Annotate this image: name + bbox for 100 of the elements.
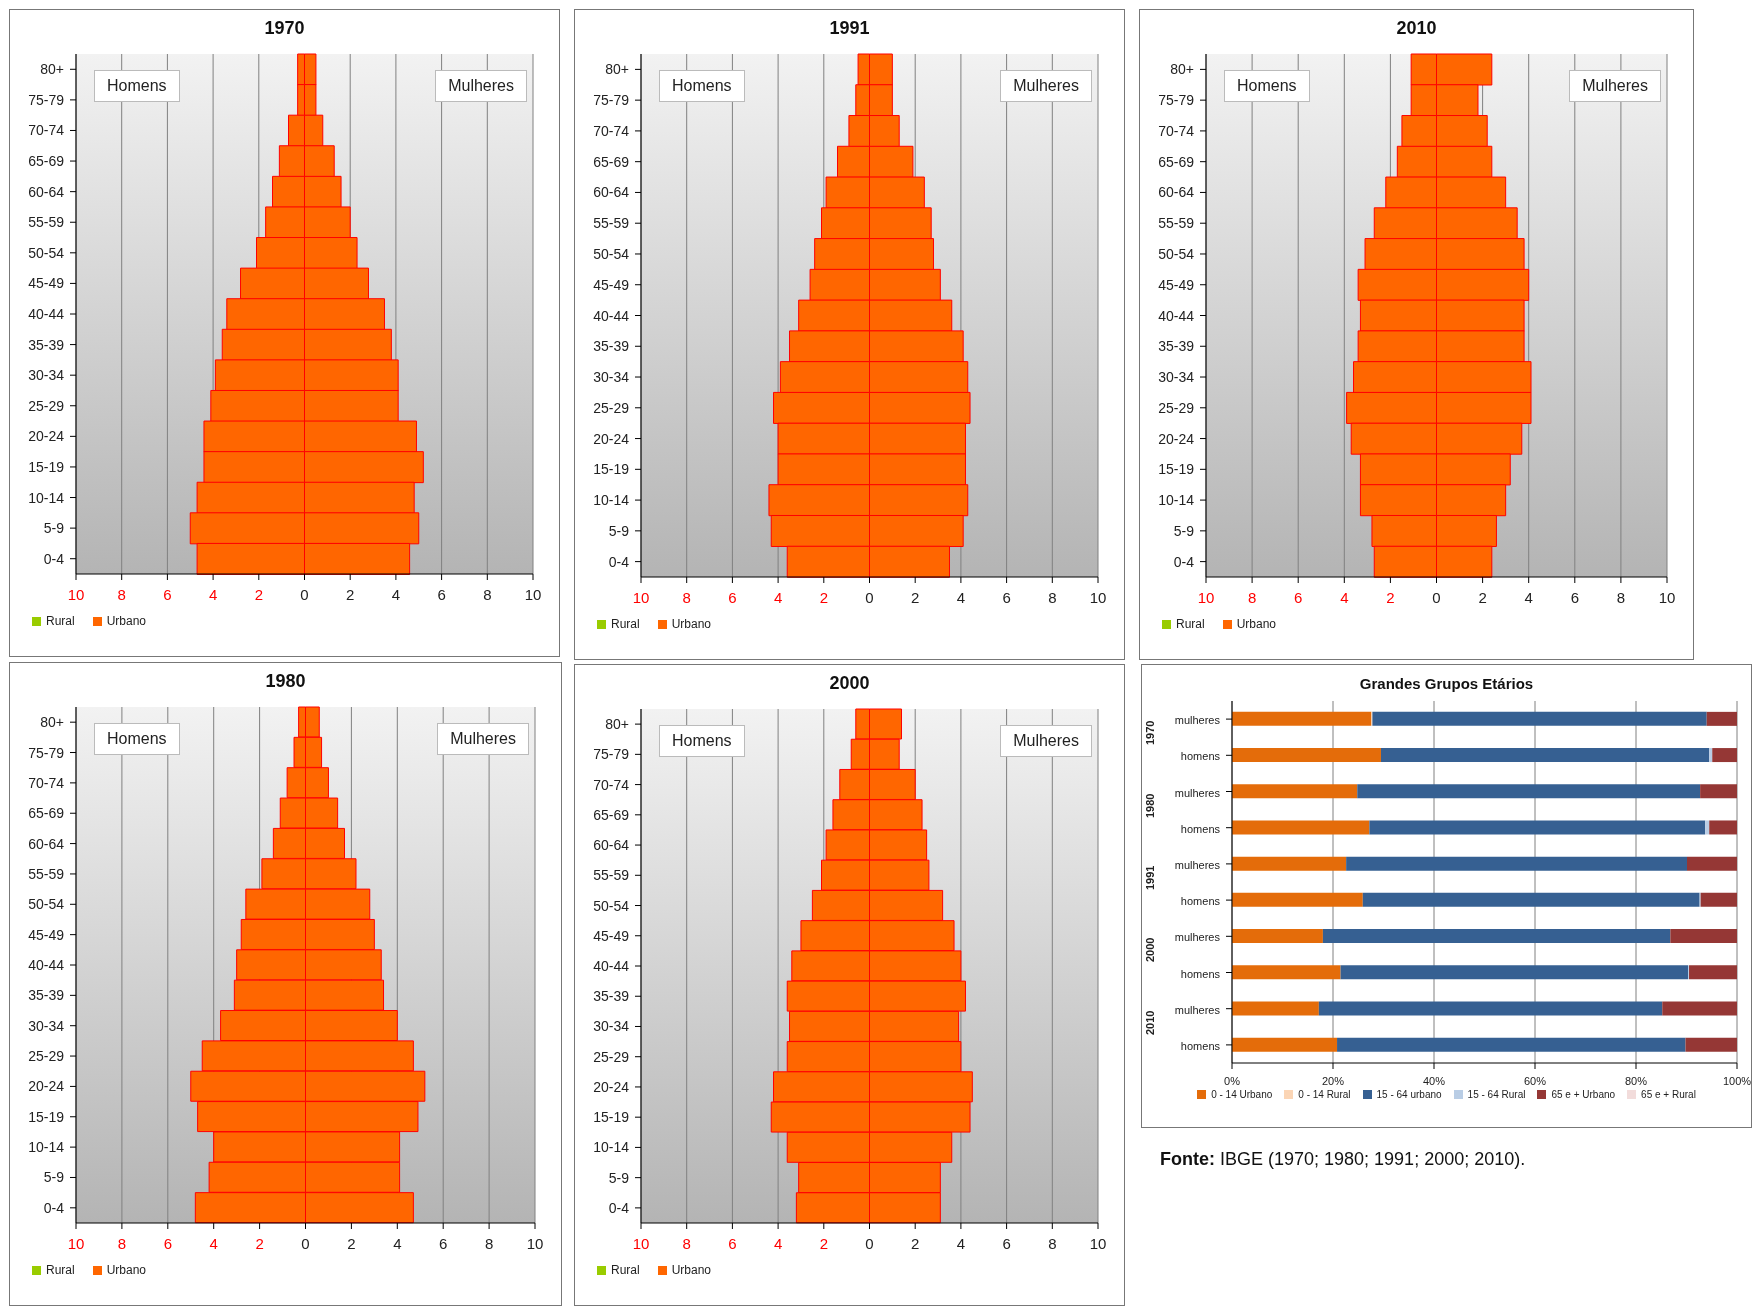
x-tick-label: 10 [1197, 589, 1215, 606]
y-tick-label: 60-64 [28, 183, 65, 200]
y-tick-label: homens [1180, 750, 1221, 763]
legend-label: 65 e + Rural [1640, 1089, 1696, 1100]
y-tick-label: 65-69 [28, 805, 65, 822]
text: Urbano [670, 1263, 712, 1277]
legend-label: 15 - 64 urbano [1375, 1089, 1442, 1100]
y-tick-label: 45-49 [593, 927, 630, 944]
y-tick-label: 75-79 [28, 91, 65, 108]
y-tick-label: 25-29 [593, 399, 630, 416]
x-tick-label: 6 [437, 586, 446, 603]
x-tick-label: 6 [163, 1235, 172, 1252]
x-tick-label: 20% [1321, 1075, 1345, 1087]
x-tick-label: 60% [1523, 1075, 1547, 1087]
y-tick-label: 0-4 [43, 550, 65, 567]
y-tick-label: 15-19 [593, 1109, 630, 1126]
x-tick-label: 6 [163, 586, 172, 603]
x-tick-label: 10 [67, 586, 85, 603]
y-tick-label: 5-9 [43, 520, 65, 537]
x-tick-label: 10 [67, 1235, 85, 1252]
y-tick-label: 60-64 [1158, 184, 1195, 201]
y-tick-label: 45-49 [28, 926, 65, 943]
y-tick-label: 80+ [605, 61, 629, 78]
x-tick-label: 8 [484, 1235, 494, 1252]
y-tick-label: 40-44 [1158, 307, 1195, 324]
y-tick-label: 20-24 [593, 1078, 630, 1095]
x-tick-label: 2 [347, 1235, 356, 1252]
x-tick-label: 6 [1294, 589, 1303, 606]
y-tick-label: mulheres [1174, 1003, 1221, 1016]
y-tick-label: 30-34 [593, 1018, 630, 1035]
text: Urbano [105, 614, 147, 628]
x-tick-label: 2 [255, 1235, 264, 1252]
text: Urbano [1235, 617, 1277, 631]
y-tick-label: 70-74 [28, 774, 65, 791]
legend-label: 0 - 14 Rural [1297, 1089, 1351, 1100]
chart-title: 1980 [264, 671, 307, 692]
y-tick-label: 65-69 [593, 806, 630, 823]
x-tick-label: 2 [1386, 589, 1395, 606]
x-tick-label: 2 [254, 586, 263, 603]
y-tick-label: 60-64 [593, 837, 630, 854]
x-tick-label: 100% [1722, 1075, 1752, 1087]
annotation: Mulheres [1000, 725, 1092, 757]
annotation: Homens [659, 70, 745, 102]
y-tick-label: 55-59 [593, 215, 630, 232]
y-tick-label: homens [1180, 1039, 1221, 1052]
x-tick-label: 2 [911, 589, 920, 606]
x-tick-label: 4 [391, 586, 401, 603]
y-tick-label: 55-59 [28, 214, 65, 231]
y-tick-label: mulheres [1174, 714, 1221, 727]
x-tick-label: 4 [773, 589, 783, 606]
text: 1991 [1144, 865, 1156, 890]
y-tick-label: 40-44 [28, 957, 65, 973]
y-tick-label: 55-59 [593, 867, 630, 884]
y-tick-label: 25-29 [1158, 399, 1195, 416]
x-tick-label: 0 [1432, 589, 1441, 606]
x-tick-label: 4 [1340, 589, 1349, 606]
y-tick-label: 35-39 [593, 988, 630, 1005]
chart-title: Grandes Grupos Etários [1358, 675, 1535, 692]
y-tick-label: 55-59 [1158, 215, 1195, 232]
y-tick-label: 0-4 [1173, 553, 1195, 570]
x-tick-label: 0% [1224, 1075, 1241, 1087]
y-tick-label: 45-49 [1158, 276, 1195, 293]
legend-label: Rural [45, 1263, 75, 1277]
x-tick-label: 4 [1524, 589, 1533, 606]
y-tick-label: 80+ [40, 61, 64, 78]
y-tick-label: 0-4 [608, 1199, 630, 1216]
y-tick-label: 20-24 [593, 430, 630, 447]
y-tick-label: 40-44 [593, 307, 630, 324]
x-tick-label: 2 [346, 586, 355, 603]
y-tick-label: 65-69 [593, 153, 630, 170]
text: 1980 [1144, 793, 1156, 818]
legend-label: 15 - 64 Rural [1466, 1089, 1526, 1100]
y-tick-label: 30-34 [28, 367, 65, 384]
x-tick-label: 80% [1624, 1075, 1648, 1087]
y-tick-label: 35-39 [28, 987, 65, 1004]
y-tick-label: 80+ [1170, 61, 1194, 78]
x-tick-label: 4 [956, 1235, 966, 1252]
legend-label: 0 - 14 Urbano [1210, 1089, 1273, 1100]
y-tick-label: 75-79 [593, 92, 630, 109]
y-tick-label: 70-74 [28, 122, 65, 139]
y-tick-label: 50-54 [1158, 245, 1195, 262]
y-tick-label: 70-74 [593, 122, 630, 139]
y-tick-label: 0-4 [43, 1199, 65, 1216]
y-tick-label: 75-79 [28, 744, 65, 761]
text: 2000 [1144, 937, 1156, 963]
y-tick-label: 70-74 [593, 776, 630, 793]
y-tick-label: 20-24 [28, 428, 65, 445]
source-note: Fonte: IBGE (1970; 1980; 1991; 2000; 2010). [1160, 1149, 1526, 1170]
x-tick-label: 10 [632, 1235, 650, 1252]
y-tick-label: 30-34 [28, 1017, 65, 1034]
y-tick-label: mulheres [1174, 786, 1221, 799]
annotation: Mulheres [1569, 70, 1661, 102]
annotation: Homens [94, 70, 180, 102]
x-tick-label: 8 [1247, 589, 1257, 606]
x-tick-label: 6 [439, 1235, 448, 1252]
y-tick-label: 60-64 [28, 835, 65, 852]
x-tick-label: 2 [819, 1235, 828, 1252]
y-tick-label: 35-39 [1158, 338, 1195, 355]
chart-title: 1991 [828, 18, 871, 39]
x-tick-label: 8 [117, 586, 126, 603]
